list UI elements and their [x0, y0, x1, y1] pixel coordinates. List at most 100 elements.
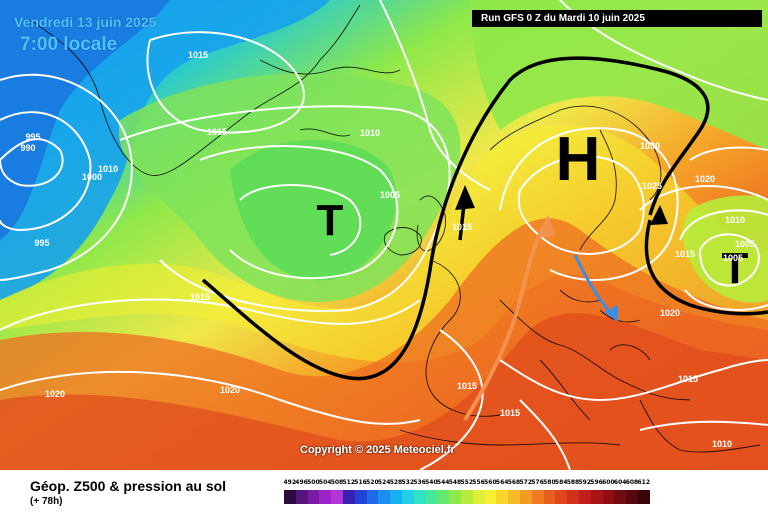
isobar-label: 1005 [380, 190, 400, 200]
high-pressure-center-1: H [556, 125, 601, 194]
isobar-label: 1015 [452, 222, 472, 232]
isobars [0, 0, 768, 470]
scale-value-label: 504 [318, 479, 332, 486]
lowest-height-zone [0, 0, 170, 240]
scale-value-label: 556 [472, 479, 485, 486]
warm-advection-arrowhead [536, 215, 556, 238]
scale-value-label: 572 [519, 479, 533, 486]
scale-value-label: 544 [436, 479, 450, 486]
warm-advection-arrow [463, 223, 547, 422]
scale-swatch [496, 490, 509, 504]
scale-swatch [626, 490, 638, 504]
copyright-text: Copyright © 2025 Meteociel.fr [300, 444, 455, 456]
scale-value-label: 568 [507, 479, 521, 486]
scale-swatch [567, 490, 579, 504]
isobar-label: 1015 [457, 381, 477, 391]
isobar-label: 1010 [360, 128, 380, 138]
scale-swatch [555, 490, 568, 504]
hot-zone [0, 313, 768, 470]
scale-swatch [366, 490, 379, 504]
scale-value-label: 588 [566, 479, 580, 486]
scale-value-label: 604 [613, 479, 627, 486]
scale-swatch [508, 490, 520, 504]
scale-swatch [519, 490, 532, 504]
scale-value-label: 524 [377, 479, 391, 486]
coastlines [29, 4, 761, 453]
isobar-label: 1025 [642, 181, 662, 191]
scale-value-label: 536 [413, 479, 426, 486]
scale-value-label: 492 [283, 479, 297, 486]
scale-value-label: 584 [554, 479, 568, 486]
scale-swatch [307, 490, 320, 504]
scale-value-label: 508 [330, 479, 344, 486]
isobar-label: 1020 [660, 308, 680, 318]
scale-swatch [425, 490, 438, 504]
isobar-label: 1030 [640, 141, 660, 151]
scale-value-label: 516 [354, 479, 367, 486]
cold-advection-arrow [573, 254, 614, 316]
scale-value-label: 596 [590, 479, 603, 486]
isobar-labels: 1015101599599010101000101010059951015101… [20, 50, 755, 449]
scale-swatch [484, 490, 497, 504]
scale-swatch [390, 490, 402, 504]
scale-value-label: 560 [484, 479, 497, 486]
isobar-label: 1010 [725, 215, 745, 225]
isobar-label: 1005 [735, 239, 755, 249]
isobar-label: 1010 [712, 439, 732, 449]
north-zone [470, 0, 768, 150]
isobar-label: 1020 [695, 174, 715, 184]
run-info-banner: Run GFS 0 Z du Mardi 10 juin 2025 [472, 10, 762, 27]
scale-swatch [354, 490, 367, 504]
isobar-label: 1020 [45, 389, 65, 399]
product-title: Géop. Z500 & pression au sol [30, 478, 227, 494]
scale-value-label: 580 [543, 479, 556, 486]
scale-swatch [543, 490, 556, 504]
scale-value-label: 608 [625, 479, 639, 486]
scale-swatch [319, 490, 332, 504]
low-pressure-center-2: T [722, 244, 749, 293]
legend-panel: Géop. Z500 & pression au sol (+ 78h) 492… [0, 470, 768, 512]
scale-swatch [590, 490, 603, 504]
scale-value-label: 520 [366, 479, 379, 486]
isobar-label: 1015 [675, 249, 695, 259]
scale-value-label: 532 [401, 479, 415, 486]
z500-map-canvas: THT 101510159959901010100010101005995101… [0, 0, 768, 470]
isobar-label: 995 [25, 132, 40, 142]
scale-swatch [284, 490, 296, 504]
isobar-label: 1000 [82, 172, 102, 182]
scale-value-label: 500 [307, 479, 320, 486]
forecast-lead: (+ 78h) [30, 496, 63, 507]
isobar-label: 1015 [500, 408, 520, 418]
flow-arrow-black-east [650, 205, 668, 225]
scale-swatch [378, 490, 391, 504]
scale-swatch [614, 490, 627, 504]
scale-swatch [437, 490, 450, 504]
low-pressure-center-0: T [317, 196, 344, 245]
flow-arrow-black [455, 185, 475, 210]
scale-swatch [342, 490, 355, 504]
scale-swatch [637, 490, 650, 504]
scale-value-label: 564 [495, 479, 509, 486]
scale-swatch [531, 490, 544, 504]
scale-value-label: 552 [460, 479, 474, 486]
isobar-label: 1015 [678, 374, 698, 384]
scale-value-label: 496 [295, 479, 308, 486]
scale-value-label: 612 [637, 479, 651, 486]
scale-value-label: 576 [531, 479, 544, 486]
isobar-label: 990 [20, 143, 35, 153]
color-scale-labels: 492 496 500 504 508 512 516 520 524 528 532 536 540 5… [282, 479, 752, 489]
scale-value-label: 592 [578, 479, 592, 486]
isobar-label: 995 [34, 238, 49, 248]
isobar-label: 1005 [723, 253, 743, 263]
trough-core [230, 140, 397, 281]
scale-value-label: 528 [389, 479, 403, 486]
scale-swatch [401, 490, 414, 504]
scale-value-label: 600 [602, 479, 615, 486]
scale-swatch [331, 490, 343, 504]
scale-value-label: 548 [448, 479, 462, 486]
isobar-label: 1015 [190, 292, 210, 302]
scale-value-label: 512 [342, 479, 356, 486]
scale-swatch [449, 490, 461, 504]
isobar-label: 1015 [207, 127, 227, 137]
